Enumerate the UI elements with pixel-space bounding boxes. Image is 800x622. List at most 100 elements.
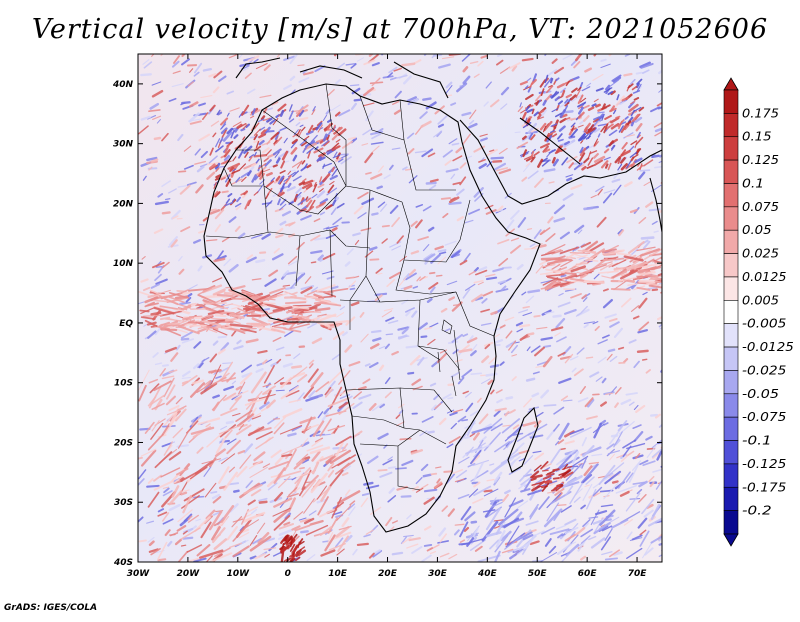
colorbar-label: 0.025 (742, 247, 779, 261)
field-streak (156, 267, 162, 268)
field-streak (242, 112, 244, 115)
field-streak (553, 469, 558, 470)
field-streak (430, 273, 435, 274)
lat-tick-label: 40S (113, 558, 133, 568)
field-streak (386, 334, 392, 335)
field-streak (546, 482, 551, 483)
field-streak (423, 99, 430, 100)
colorbar-top-arrow (724, 78, 738, 90)
field-streak (559, 259, 571, 260)
field-streak (396, 468, 406, 469)
field-streak (260, 502, 266, 503)
field-streak (432, 474, 437, 475)
field-streak (324, 434, 331, 435)
field-streak (593, 104, 596, 105)
field-streak (609, 350, 614, 351)
field-streak (472, 522, 476, 523)
field-streak (570, 253, 589, 254)
field-streak (281, 111, 283, 115)
field-streak (355, 100, 361, 101)
field-streak (182, 102, 189, 103)
field-streak (244, 309, 260, 310)
lat-tick-label: EQ (119, 319, 133, 329)
field-streak (256, 260, 264, 262)
field-streak (449, 203, 460, 204)
field-streak (218, 295, 233, 296)
lat-tick-label: 20N (113, 199, 134, 209)
field-streak (471, 373, 481, 374)
field-streak (138, 458, 142, 459)
field-streak (208, 320, 225, 321)
field-streak (287, 273, 295, 274)
field-streak (346, 277, 353, 278)
field-streak (328, 120, 331, 122)
field-streak (366, 364, 370, 366)
field-streak (288, 434, 295, 436)
lat-tick-label: 30S (114, 498, 133, 508)
field-streak (651, 267, 659, 269)
field-streak (442, 198, 450, 199)
field-streak (282, 552, 283, 561)
field-streak (538, 115, 540, 118)
field-streak (460, 86, 464, 87)
lon-tick-label: 60E (578, 569, 598, 579)
field-streak (234, 491, 238, 492)
field-streak (541, 111, 544, 113)
field-streak (393, 553, 402, 554)
field-streak (523, 59, 533, 60)
field-streak (227, 422, 233, 423)
field-streak (378, 470, 386, 471)
field-streak (158, 559, 165, 560)
field-streak (606, 558, 617, 559)
colorbar-label: 0.175 (742, 106, 779, 120)
field-streak (544, 405, 555, 406)
colorbar-label: -0.125 (742, 457, 786, 471)
colorbar-label: 0.075 (742, 200, 779, 214)
field-streak (301, 531, 307, 532)
field-streak (661, 459, 682, 467)
field-streak (520, 325, 529, 326)
field-streak (317, 291, 333, 292)
colorbar-label: -0.025 (742, 363, 786, 377)
field-streak (485, 491, 492, 492)
field-streak (312, 262, 316, 263)
field-streak (561, 275, 565, 276)
field-streak (544, 101, 546, 104)
field-streak (654, 231, 658, 232)
colorbar-swatch (724, 394, 738, 417)
field-streak (465, 437, 469, 438)
field-streak (307, 165, 310, 167)
field-streak (529, 291, 539, 293)
colorbar-swatch (724, 207, 738, 230)
colorbar-swatch (724, 277, 738, 300)
colorbar-swatch (724, 487, 738, 510)
field-streak (286, 288, 294, 289)
field-streak (439, 250, 446, 251)
field-streak (662, 258, 674, 260)
colorbar-swatch (724, 417, 738, 440)
field-streak (662, 442, 670, 448)
field-streak (642, 238, 653, 239)
field-streak (189, 316, 201, 317)
colorbar-label: -0.175 (742, 480, 786, 494)
field-streak (583, 167, 586, 169)
lon-tick-label: 10E (328, 569, 348, 579)
field-streak (351, 85, 359, 86)
field-streak (662, 278, 675, 280)
field-streak (525, 249, 536, 250)
field-streak (534, 316, 539, 317)
lon-tick-label: 0 (285, 569, 291, 579)
field-streak (613, 482, 617, 483)
field-streak (612, 289, 630, 290)
field-streak (359, 387, 365, 389)
field-streak (529, 333, 533, 334)
colorbar-swatch (724, 370, 738, 393)
lat-tick-label: 20S (114, 438, 133, 448)
field-streak (662, 537, 681, 551)
field-streak (616, 117, 619, 118)
field-streak (637, 84, 639, 87)
field-streak (637, 73, 642, 74)
colorbar-swatch (724, 324, 738, 347)
field-streak (549, 182, 554, 183)
field-streak (218, 337, 225, 338)
